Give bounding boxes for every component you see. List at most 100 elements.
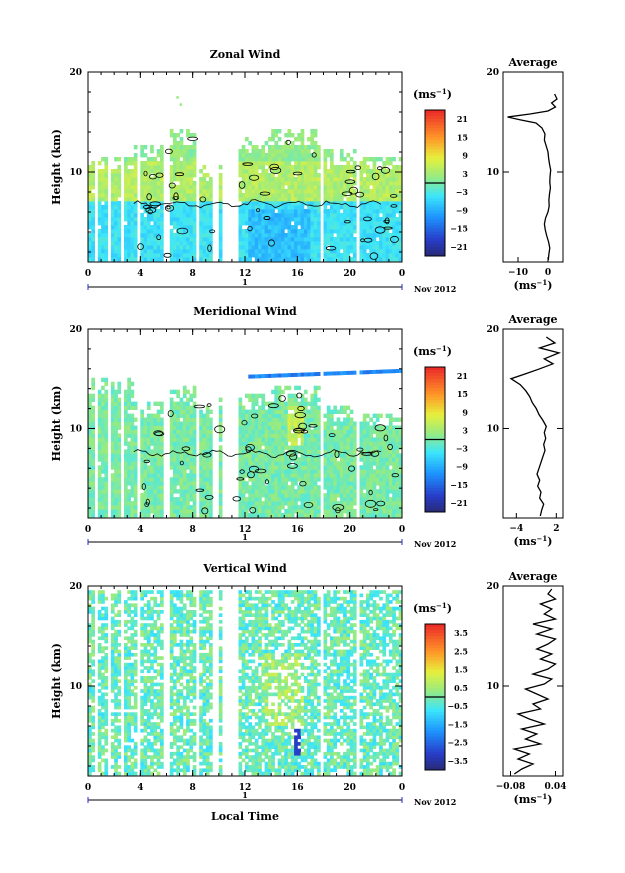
heatmap-cell [385, 257, 390, 262]
heatmap-cell [281, 445, 285, 450]
heatmap-cell [323, 253, 328, 258]
heatmap-cell [294, 153, 298, 158]
heatmap-cell [303, 485, 308, 490]
heatmap-cell [310, 189, 315, 194]
heatmap-cell [287, 397, 292, 402]
heatmap-cell [143, 453, 148, 458]
heatmap-cell [186, 473, 190, 478]
heatmap-cell [251, 409, 256, 414]
heatmap-cell [277, 137, 282, 142]
heatmap-cell [248, 493, 252, 498]
heatmap-cell [271, 169, 275, 174]
heatmap-cell [254, 165, 259, 170]
heatmap-cell [343, 481, 347, 486]
heatmap-cell [300, 137, 305, 142]
heatmap-cell [290, 257, 295, 262]
heatmap-cell [258, 409, 262, 414]
heatmap-cell [274, 493, 279, 498]
heatmap-cell [385, 485, 390, 490]
heatmap-cell [388, 257, 393, 262]
heatmap-cell [254, 485, 259, 490]
heatmap-cell [117, 501, 122, 506]
heatmap-cell [254, 157, 259, 162]
heatmap-cell [277, 193, 282, 198]
heatmap-cell [267, 221, 272, 226]
heatmap-cell [261, 409, 266, 414]
heatmap-cell [124, 249, 128, 254]
heatmap-cell [317, 153, 321, 158]
heatmap-cell [323, 433, 328, 438]
heatmap-cell [339, 505, 344, 510]
heatmap-cell [88, 732, 92, 736]
heatmap-cell [127, 217, 131, 222]
heatmap-cell [297, 433, 301, 438]
heatmap-cell [346, 497, 351, 502]
heatmap-cell [385, 209, 390, 214]
heatmap-cell [375, 489, 380, 494]
heatmap-cell [264, 425, 269, 430]
heatmap-cell [284, 405, 288, 410]
heatmap-cell [199, 485, 203, 490]
heatmap-cell [258, 393, 262, 399]
heatmap-cell [398, 237, 403, 242]
heatmap-cell [313, 505, 318, 510]
heatmap-cell [251, 489, 256, 494]
heatmap-cell [251, 485, 256, 490]
heatmap-cell [176, 165, 180, 170]
heatmap-cell [297, 165, 301, 170]
heatmap-cell [182, 221, 187, 226]
contour-loop [387, 443, 393, 451]
colorbar-swatch [425, 373, 445, 377]
heatmap-cell [281, 453, 285, 458]
heatmap-cell [202, 441, 207, 446]
heatmap-cell [339, 513, 344, 518]
heatmap-cell [143, 185, 148, 190]
heatmap-cell [192, 457, 197, 462]
heatmap-cell [300, 421, 305, 426]
heatmap-cell [277, 253, 282, 258]
heatmap-cell [202, 445, 207, 450]
heatmap-cell [385, 493, 390, 498]
heatmap-cell [310, 372, 314, 377]
heatmap-cell [294, 221, 298, 226]
heatmap-cell [290, 225, 295, 230]
heatmap-cell [169, 425, 174, 430]
heatmap-cell [385, 245, 390, 250]
heatmap-cell [199, 457, 203, 462]
heatmap-cell [176, 233, 180, 238]
contour-loop [376, 500, 386, 507]
heatmap-cell [254, 374, 259, 379]
heatmap-cell [281, 465, 285, 470]
heatmap-cell [146, 429, 151, 434]
heatmap-cell [346, 225, 351, 230]
heatmap-cell [294, 213, 298, 218]
heatmap-cell [398, 253, 403, 258]
heatmap-cell [91, 722, 95, 726]
heatmap-cell [281, 189, 285, 194]
heatmap-cell [300, 129, 305, 134]
heatmap-cell [146, 169, 151, 174]
heatmap-cell [130, 237, 135, 242]
heatmap-cell [254, 513, 259, 518]
heatmap-cell [395, 237, 400, 242]
heatmap-cell [277, 225, 282, 230]
heatmap-cell [366, 177, 370, 182]
heatmap-cell [297, 229, 301, 234]
heatmap-cell [359, 253, 364, 258]
contour-loop [247, 226, 253, 232]
colorbar-swatch [425, 385, 445, 389]
heatmap-cell [241, 257, 246, 262]
heatmap-cell [375, 501, 380, 506]
heatmap-cell [346, 489, 351, 494]
heatmap-cell [372, 425, 377, 430]
heatmap-cell [248, 201, 252, 206]
heatmap-cell [153, 229, 158, 234]
heatmap-cell [333, 169, 337, 174]
heatmap-cell [114, 465, 118, 470]
heatmap-cell [317, 237, 321, 242]
heatmap-cell [382, 245, 387, 250]
heatmap-cell [133, 489, 138, 494]
contour-loop [164, 204, 175, 212]
heatmap-cell [303, 177, 308, 182]
heatmap-cell [284, 373, 288, 378]
